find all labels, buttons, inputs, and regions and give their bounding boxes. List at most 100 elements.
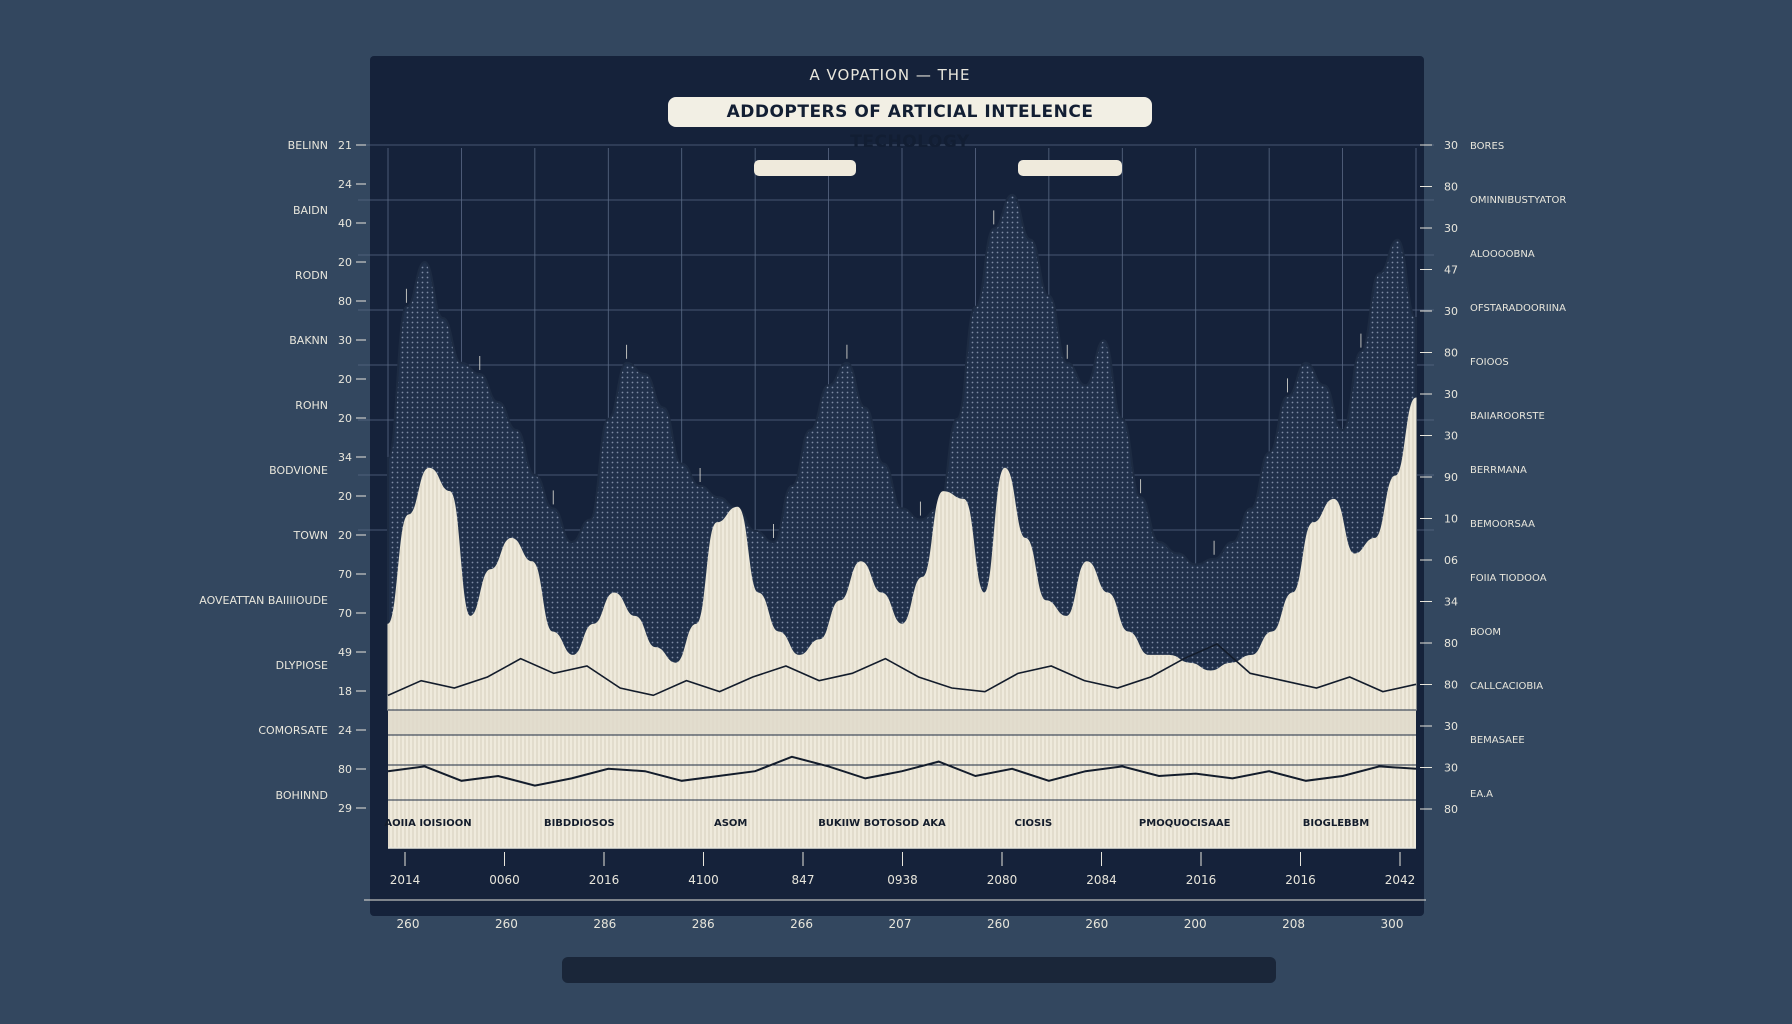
band-label: PMOQUOCISAAE: [1139, 818, 1231, 829]
left-axis-value: 24: [338, 724, 352, 737]
x-axis-label: 2084: [1086, 873, 1117, 887]
band-layer: AOIIA IOISIOON BIBDDIOSOS ASOM BUKIIW BOTOS…: [384, 709, 1417, 849]
base-band-strip: [388, 710, 1416, 735]
right-axis-value: 30: [1444, 139, 1458, 152]
annotation-pill-right: [1018, 160, 1122, 176]
right-axis-label: EA.A: [1470, 789, 1493, 800]
x-axis-value: 200: [1184, 917, 1207, 931]
left-axis-value: 40: [338, 217, 352, 230]
band-label: BIBDDIOSOS: [544, 818, 615, 829]
right-axis-label: BEMASAEE: [1470, 735, 1525, 746]
right-axis-value: 30: [1444, 222, 1458, 235]
series-dotted-area: [387, 193, 1417, 711]
x-axis-label: 0060: [489, 873, 520, 887]
chart-title: ADDOPTERS OF ARTICIAL INTELENCE TECHOLOG…: [668, 97, 1152, 152]
right-axis-value: 47: [1444, 264, 1458, 277]
x-axis-label: 2016: [1186, 873, 1217, 887]
series-cream-area: [387, 397, 1417, 711]
left-axis-label: COMORSATE: [258, 724, 328, 737]
right-axis-label: BEMOORSAA: [1470, 519, 1535, 530]
left-axis-value: 20: [338, 490, 352, 503]
left-axis-label: RODN: [295, 269, 328, 282]
left-axis-value: 70: [338, 607, 352, 620]
left-axis-value: 20: [338, 256, 352, 269]
left-axis-label: BODVIONE: [269, 464, 328, 477]
x-axis-value: 286: [692, 917, 715, 931]
left-axis-label: ROHN: [295, 399, 328, 412]
x-axis-value: 260: [397, 917, 420, 931]
left-axis-value: 20: [338, 373, 352, 386]
right-axis-value: 30: [1444, 762, 1458, 775]
right-axis-value: 80: [1444, 637, 1458, 650]
left-axis-value: 80: [338, 763, 352, 776]
x-axis-label: 2016: [1285, 873, 1316, 887]
right-axis-value: 90: [1444, 471, 1458, 484]
x-axis-label: 2080: [987, 873, 1018, 887]
right-axis-value: 30: [1444, 305, 1458, 318]
axis-layer: BELINN BAIDN RODN BAKNN ROHN BODVIONE TOWN AOVE…: [199, 139, 1566, 931]
left-axis-label: TOWN: [293, 529, 328, 542]
right-axis-label: ALOOOOBNA: [1470, 249, 1535, 260]
right-axis-value: 10: [1444, 513, 1458, 526]
right-axis-label: BOOM: [1470, 627, 1501, 638]
x-axis-value: 260: [495, 917, 518, 931]
left-axis-value: 70: [338, 568, 352, 581]
right-axis-label: BORES: [1470, 141, 1504, 152]
left-axis-value: 21: [338, 139, 352, 152]
footer-bar: [562, 957, 1276, 983]
left-axis-value: 29: [338, 802, 352, 815]
left-axis-value: 34: [338, 451, 352, 464]
right-axis-label: OMINNIBUSTYATOR: [1470, 195, 1566, 206]
x-axis-value: 266: [790, 917, 813, 931]
band-label: BIOGLEBBM: [1303, 818, 1369, 829]
series-band-line: [387, 755, 1417, 787]
left-axis-label: BAKNN: [289, 334, 328, 347]
right-axis-value: 30: [1444, 430, 1458, 443]
left-axis-label: BOHINND: [276, 789, 328, 802]
x-axis-value: 286: [593, 917, 616, 931]
x-axis-label: 847: [792, 873, 815, 887]
right-axis-label: BAIIAROORSTE: [1470, 411, 1545, 422]
left-axis-value: 20: [338, 412, 352, 425]
right-axis-value: 80: [1444, 347, 1458, 360]
x-axis-label: 0938: [887, 873, 918, 887]
x-axis-value: 260: [987, 917, 1010, 931]
right-axis-label: FOIOOS: [1470, 357, 1509, 368]
left-axis-value: 24: [338, 178, 352, 191]
annotation-pill-left: [754, 160, 856, 176]
left-axis-value: 18: [338, 685, 352, 698]
right-axis-value: 80: [1444, 679, 1458, 692]
right-axis-label: BERRMANA: [1470, 465, 1527, 476]
x-axis-value: 260: [1085, 917, 1108, 931]
left-axis-label: AOVEATTAN BAIIIIOUDE: [199, 594, 328, 607]
x-axis-value: 208: [1282, 917, 1305, 931]
left-axis-value: 20: [338, 529, 352, 542]
right-axis-value: 34: [1444, 596, 1458, 609]
right-axis-label: OFSTARADOORIINA: [1470, 303, 1566, 314]
left-axis-label: BELINN: [288, 139, 328, 152]
left-axis-label: BAIDN: [293, 204, 328, 217]
left-axis-value: 49: [338, 646, 352, 659]
band-label: AOIIA IOISIOON: [384, 818, 471, 829]
x-axis-label: 2014: [390, 873, 421, 887]
x-axis-value: 207: [889, 917, 912, 931]
x-axis-label: 4100: [688, 873, 719, 887]
area-layer: [387, 193, 1417, 711]
right-axis-label: FOIIA TIODOOA: [1470, 573, 1547, 584]
left-axis-value: 30: [338, 334, 352, 347]
right-axis-value: 80: [1444, 181, 1458, 194]
right-axis-value: 30: [1444, 720, 1458, 733]
right-axis-value: 80: [1444, 803, 1458, 816]
right-axis-value: 30: [1444, 388, 1458, 401]
series-lower-line: [387, 643, 1417, 697]
right-axis-label: CALLCACIOBIA: [1470, 681, 1543, 692]
band-label: ASOM: [714, 818, 747, 829]
x-axis-label: 2042: [1385, 873, 1416, 887]
left-axis-label: DLYPIOSE: [276, 659, 328, 672]
x-axis-label: 2016: [589, 873, 620, 887]
right-axis-value: 06: [1444, 554, 1458, 567]
chart-kicker: A VOPATION — THE: [809, 66, 971, 84]
band-label: BUKIIW BOTOSOD AKA: [818, 818, 946, 829]
